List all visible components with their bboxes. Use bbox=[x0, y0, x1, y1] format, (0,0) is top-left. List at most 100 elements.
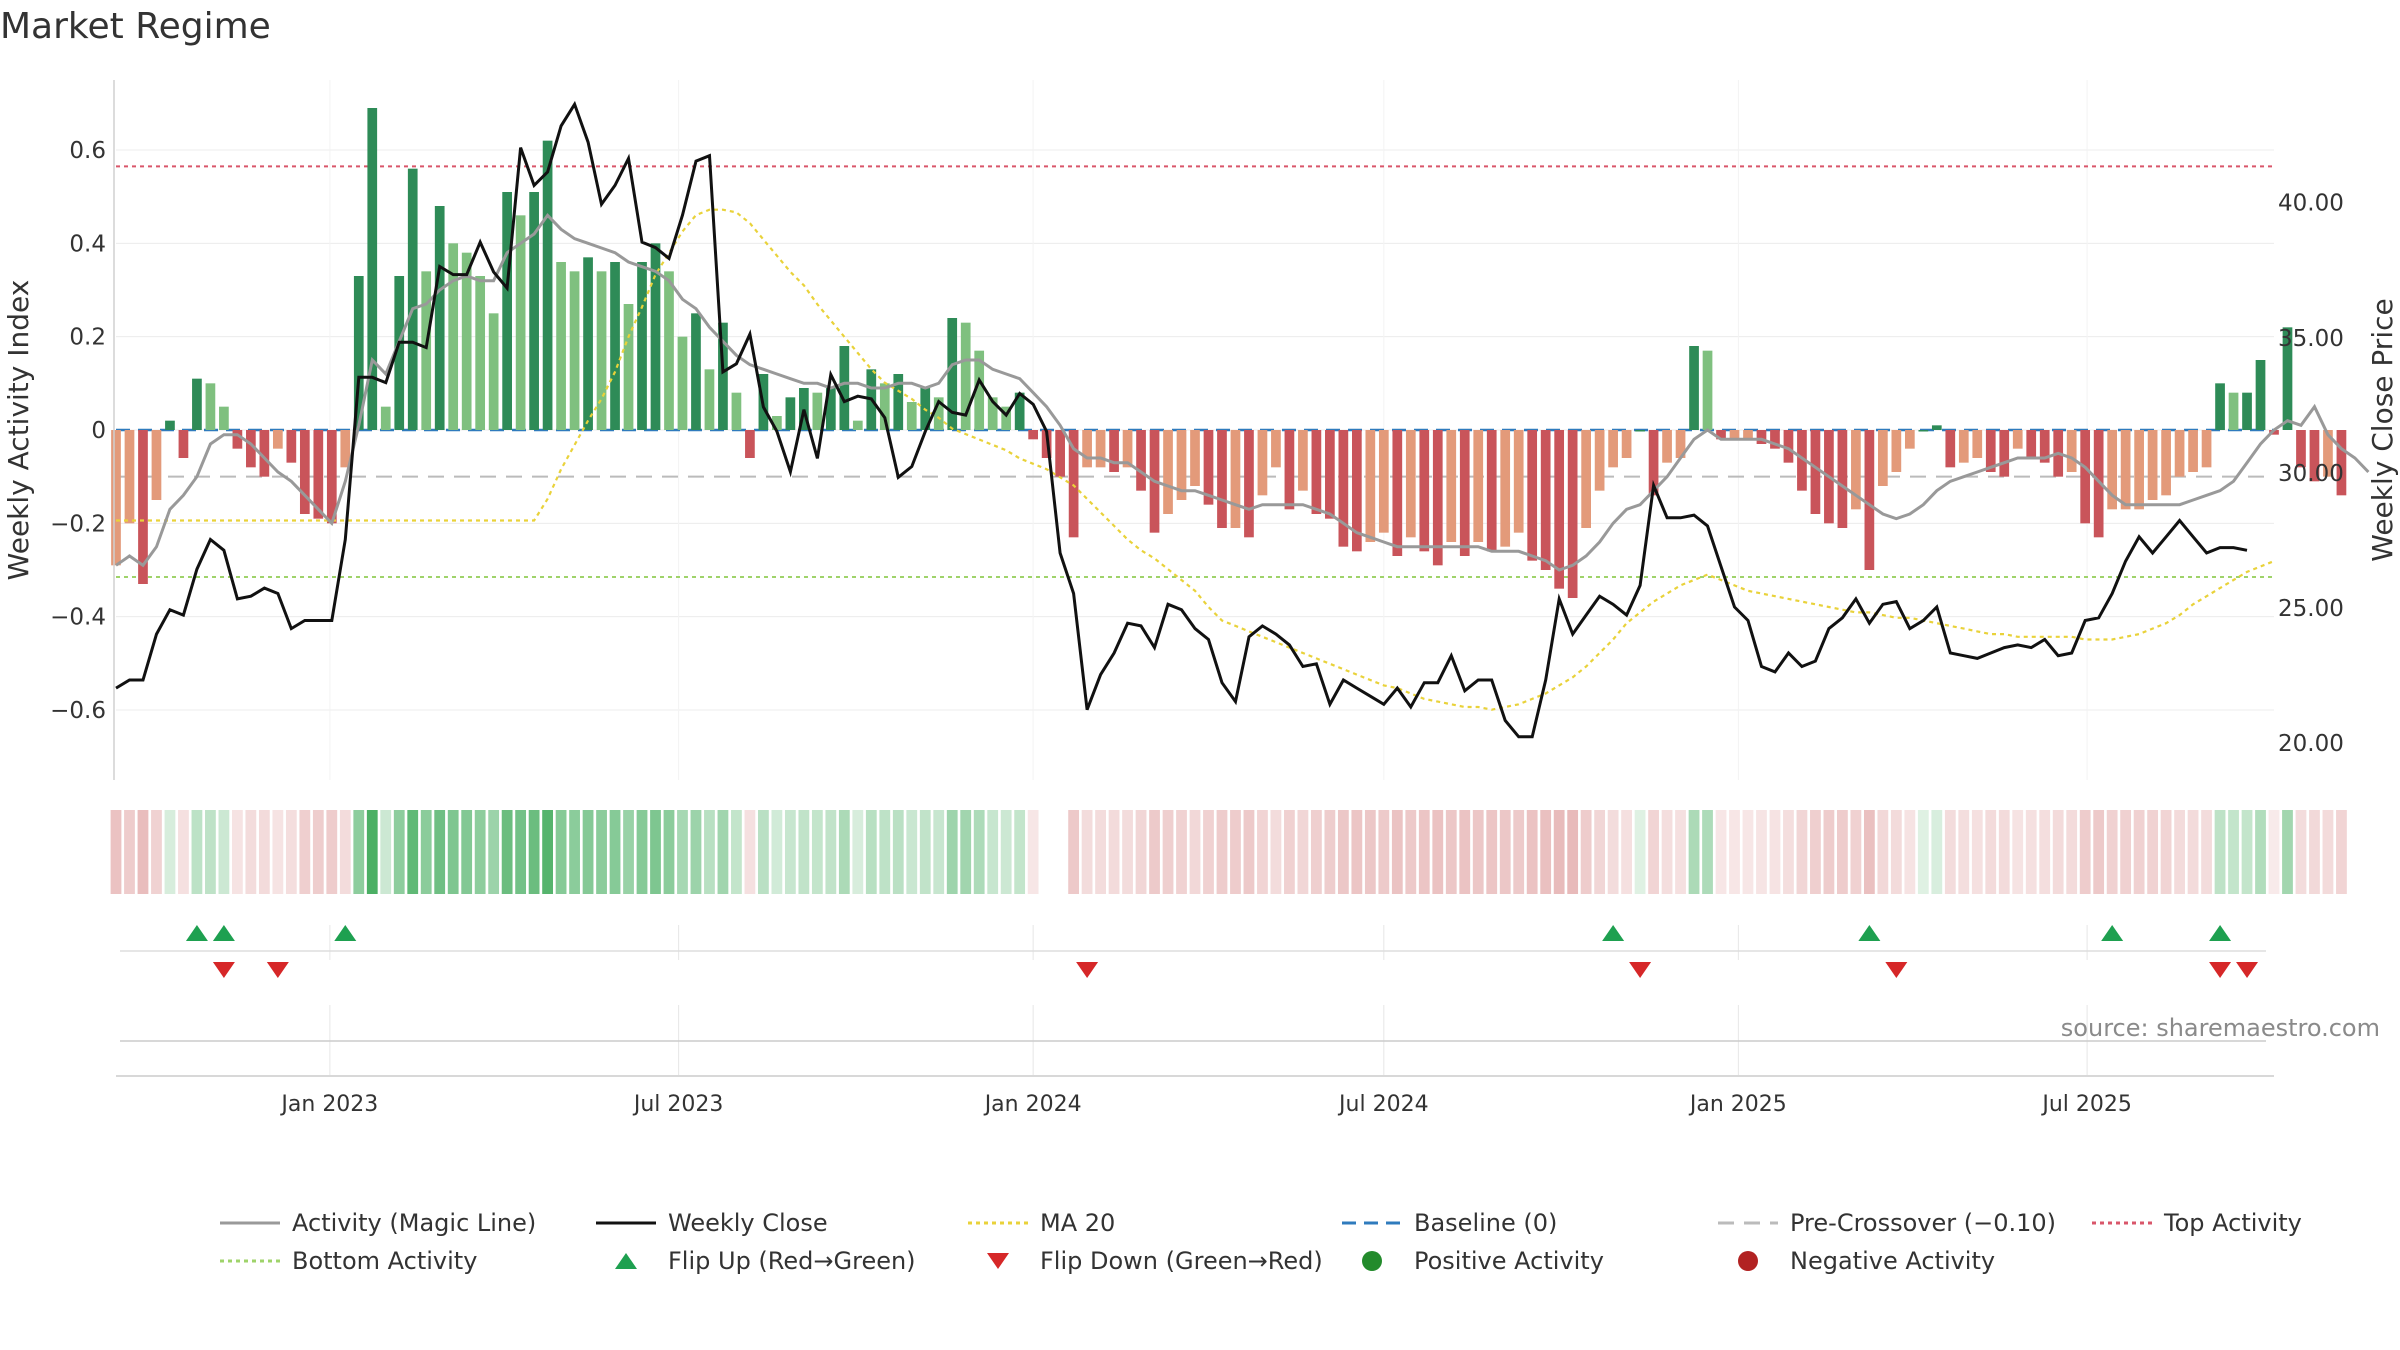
y2-tick-label: 25.00 bbox=[2278, 596, 2344, 622]
regime-cell bbox=[501, 810, 513, 894]
activity-bar bbox=[1702, 350, 1713, 430]
regime-cell bbox=[110, 810, 122, 894]
regime-cell bbox=[744, 810, 756, 894]
activity-bar bbox=[1446, 430, 1457, 542]
regime-cell bbox=[2147, 810, 2159, 894]
activity-bar bbox=[1729, 430, 1740, 440]
regime-cell bbox=[447, 810, 459, 894]
regime-cell bbox=[865, 810, 877, 894]
regime-cell bbox=[1877, 810, 1889, 894]
regime-cell bbox=[1661, 810, 1673, 894]
legend-swatch-mark bbox=[1362, 1251, 1382, 1271]
regime-cell bbox=[1513, 810, 1525, 894]
regime-cell bbox=[407, 810, 419, 894]
regime-cell bbox=[919, 810, 931, 894]
x-tick-label: Jul 2024 bbox=[1337, 1092, 1429, 1117]
regime-cell bbox=[1284, 810, 1295, 894]
activity-bar bbox=[1608, 430, 1618, 468]
regime-cell bbox=[2336, 810, 2347, 894]
regime-cell bbox=[636, 810, 648, 894]
activity-bar bbox=[1985, 430, 1996, 472]
activity-bar bbox=[2066, 430, 2077, 472]
regime-cell bbox=[2079, 810, 2091, 894]
activity-bar bbox=[461, 252, 472, 430]
activity-bar bbox=[1351, 430, 1362, 552]
activity-bar bbox=[1743, 430, 1753, 440]
activity-bar bbox=[556, 262, 566, 430]
regime-cell bbox=[811, 810, 823, 894]
regime-cell bbox=[1971, 810, 1983, 894]
regime-cell bbox=[1135, 810, 1147, 894]
regime-cell bbox=[1310, 810, 1322, 894]
legend-label: Weekly Close bbox=[668, 1209, 828, 1237]
activity-bar bbox=[1176, 430, 1187, 500]
legend-swatch-icon bbox=[596, 1221, 656, 1225]
activity-bar bbox=[610, 262, 620, 430]
activity-bar bbox=[650, 243, 661, 430]
regime-cell bbox=[1432, 810, 1444, 894]
activity-bar bbox=[286, 430, 297, 463]
activity-bar bbox=[1540, 430, 1551, 570]
regime-cell bbox=[1378, 810, 1390, 894]
activity-bar bbox=[124, 430, 135, 524]
flip-up-marker bbox=[2101, 925, 2124, 941]
regime-cell bbox=[542, 810, 553, 894]
activity-bar bbox=[1837, 430, 1848, 528]
regime-cell bbox=[2066, 810, 2078, 894]
regime-cell bbox=[299, 810, 311, 894]
lower-panel bbox=[116, 1040, 2274, 1077]
regime-cell bbox=[515, 810, 527, 894]
x-tick-label: Jul 2025 bbox=[2040, 1092, 2132, 1117]
regime-cell bbox=[2039, 810, 2051, 894]
regime-cell bbox=[1000, 810, 1012, 894]
source-label: source: sharemaestro.com bbox=[2060, 1014, 2380, 1042]
legend-swatch-icon bbox=[2092, 1221, 2152, 1225]
regime-cell bbox=[353, 810, 365, 894]
activity-bar bbox=[691, 313, 701, 430]
regime-cell bbox=[798, 810, 810, 894]
y2-tick-label: 40.00 bbox=[2278, 191, 2344, 217]
regime-cell bbox=[380, 810, 392, 894]
activity-bar bbox=[1675, 430, 1686, 458]
regime-cell bbox=[393, 810, 405, 894]
legend-item: Activity (Magic Line) bbox=[220, 1205, 536, 1241]
legend-item: Baseline (0) bbox=[1342, 1205, 1557, 1241]
activity-bar bbox=[1432, 430, 1443, 566]
regime-cell bbox=[245, 810, 257, 894]
regime-cell bbox=[1917, 810, 1929, 894]
legend-item: MA 20 bbox=[968, 1205, 1115, 1241]
regime-cell bbox=[1445, 810, 1457, 894]
weekly-close-line bbox=[115, 100, 2248, 739]
activity-bar bbox=[178, 430, 189, 458]
activity-bar bbox=[475, 276, 486, 430]
activity-bar bbox=[111, 430, 121, 566]
activity-bar bbox=[933, 397, 944, 430]
activity-bar bbox=[1904, 430, 1915, 449]
activity-bar bbox=[906, 402, 917, 430]
activity-bar bbox=[1257, 430, 1268, 496]
regime-cell bbox=[1243, 810, 1255, 894]
activity-bar bbox=[1931, 425, 1942, 430]
regime-cell bbox=[906, 810, 918, 894]
flip-up-marker bbox=[2209, 925, 2232, 941]
regime-cell bbox=[1526, 810, 1538, 894]
regime-cell bbox=[852, 810, 864, 894]
activity-bar bbox=[515, 215, 526, 430]
activity-bar bbox=[2282, 327, 2293, 430]
regime-cell bbox=[1095, 810, 1106, 894]
activity-bar bbox=[1770, 430, 1780, 449]
flip-up-marker bbox=[212, 925, 235, 941]
activity-bar bbox=[246, 430, 256, 468]
activity-bar bbox=[1486, 430, 1497, 552]
activity-bar bbox=[2201, 430, 2212, 468]
regime-cell bbox=[164, 810, 176, 894]
regime-cell bbox=[2106, 810, 2118, 894]
regime-cell bbox=[892, 810, 904, 894]
x-tick-label: Jan 2024 bbox=[983, 1092, 1082, 1117]
legend-label: Top Activity bbox=[2164, 1209, 2302, 1237]
regime-cell bbox=[596, 810, 607, 894]
legend-swatch-icon bbox=[1718, 1221, 1778, 1225]
regime-cell bbox=[2174, 810, 2185, 894]
regime-cell bbox=[339, 810, 351, 894]
flip-down-marker bbox=[212, 962, 235, 978]
